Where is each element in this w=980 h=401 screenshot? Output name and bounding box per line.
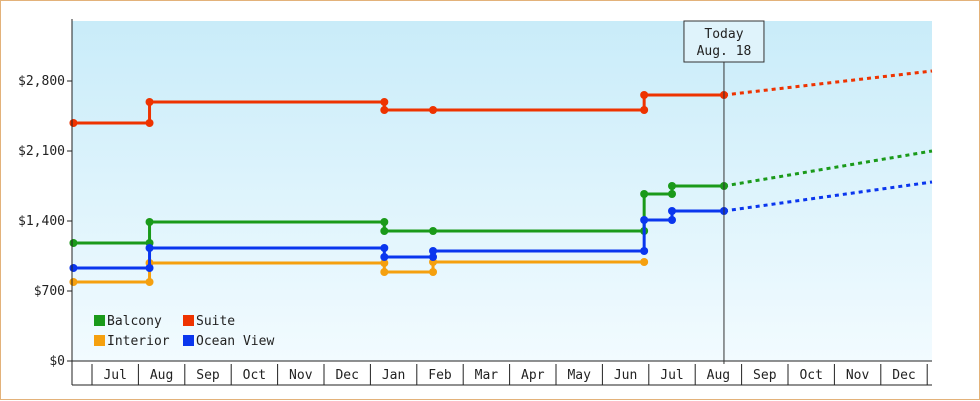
data-point <box>640 106 649 114</box>
today-label: Today <box>704 27 743 42</box>
data-point <box>69 119 78 127</box>
data-point <box>429 253 438 261</box>
data-point <box>640 216 649 224</box>
x-tick-label: Oct <box>799 368 822 383</box>
x-tick-label: Jul <box>103 368 126 383</box>
data-point <box>145 98 154 106</box>
y-tick-label: $1,400 <box>18 214 65 229</box>
today-box <box>683 20 765 63</box>
data-point <box>640 258 649 266</box>
data-point <box>145 218 154 226</box>
data-point <box>380 106 389 114</box>
data-point <box>380 268 389 276</box>
x-tick-label: Dec <box>892 368 915 383</box>
data-point <box>145 244 154 252</box>
data-point <box>145 264 154 272</box>
data-point <box>429 268 438 276</box>
x-tick-label: Aug <box>150 368 173 383</box>
data-point <box>145 278 154 286</box>
data-point <box>380 253 389 261</box>
today-date: Aug. 18 <box>697 44 752 59</box>
legend-label: Ocean View <box>196 334 274 349</box>
y-tick-label: $0 <box>49 354 65 369</box>
legend-label: Suite <box>196 314 235 329</box>
x-tick-label: Nov <box>289 368 313 383</box>
x-tick-label: Sep <box>753 368 777 383</box>
x-tick-label: Mar <box>475 368 499 383</box>
legend-label: Balcony <box>107 314 162 329</box>
legend-swatch <box>183 335 194 346</box>
forecast-line <box>723 69 933 97</box>
legend-swatch <box>94 335 105 346</box>
forecast-line <box>723 149 933 188</box>
data-point <box>668 190 676 198</box>
data-point <box>429 247 438 255</box>
x-tick-label: Apr <box>521 368 545 383</box>
data-point <box>668 207 676 215</box>
data-point <box>429 227 438 235</box>
x-tick-label: Oct <box>243 368 266 383</box>
data-point <box>429 106 438 114</box>
data-point <box>640 247 649 255</box>
x-tick-label: Aug <box>707 368 730 383</box>
legend-label: Interior <box>107 334 170 349</box>
x-tick-label: Jul <box>660 368 683 383</box>
data-point <box>69 239 78 247</box>
y-tick-label: $2,800 <box>18 74 65 89</box>
data-point <box>380 98 389 106</box>
data-point <box>380 244 389 252</box>
data-point <box>380 218 389 226</box>
x-tick-label: Feb <box>428 368 452 383</box>
data-point <box>380 227 389 235</box>
x-tick-label: Jun <box>614 368 637 383</box>
data-point <box>380 259 389 267</box>
x-tick-label: Sep <box>196 368 220 383</box>
data-point <box>640 190 649 198</box>
forecast-line <box>723 180 933 213</box>
x-tick-label: Dec <box>335 368 358 383</box>
legend-swatch <box>94 315 105 326</box>
data-point <box>69 278 78 286</box>
data-point <box>668 182 676 190</box>
legend-swatch <box>183 315 194 326</box>
data-point <box>668 216 676 224</box>
x-tick-label: Nov <box>846 368 870 383</box>
x-tick-label: Jan <box>382 368 405 383</box>
plot-area <box>72 21 932 361</box>
y-tick-label: $700 <box>34 284 65 299</box>
data-point <box>145 119 154 127</box>
data-point <box>640 91 649 99</box>
y-tick-label: $2,100 <box>18 144 65 159</box>
x-tick-label: May <box>567 368 591 383</box>
data-point <box>69 264 78 272</box>
